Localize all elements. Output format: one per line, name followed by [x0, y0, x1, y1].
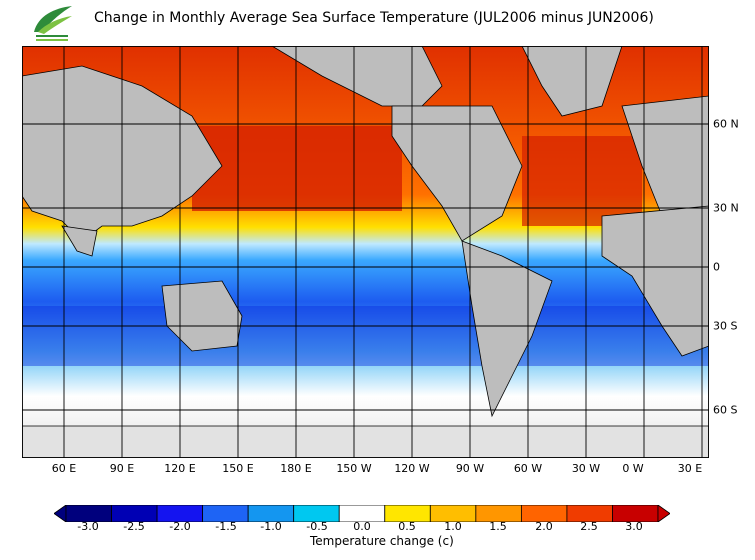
lon-label-120w: 120 W: [394, 462, 430, 475]
colorbar-tick: -2.5: [123, 520, 145, 533]
colorbar-tick: 1.5: [489, 520, 507, 533]
southern-cold-band: [22, 306, 709, 366]
colorbar-tick: 1.0: [444, 520, 462, 533]
colorbar-tick: -1.0: [260, 520, 282, 533]
lon-label-90e: 90 E: [109, 462, 135, 475]
page-title: Change in Monthly Average Sea Surface Te…: [94, 10, 654, 26]
lon-label-60w: 60 W: [513, 462, 543, 475]
colorbar-tick: -2.0: [169, 520, 191, 533]
lon-label-30w: 30 W: [571, 462, 601, 475]
colorbar-tick: -3.0: [77, 520, 99, 533]
graticule: [22, 46, 709, 458]
lon-label-90w: 90 W: [455, 462, 485, 475]
colorbar-tick: 3.0: [625, 520, 643, 533]
lon-label-0w: 0 W: [622, 462, 644, 475]
lat-label-60n: 60 N: [713, 117, 739, 131]
lon-label-180e: 180 E: [280, 462, 312, 475]
lat-label-60s: 60 S: [713, 403, 738, 417]
colorbar-low-arrow: [54, 505, 67, 522]
colorbar: [54, 505, 670, 522]
lat-label-30n: 30 N: [713, 201, 739, 215]
colorbar-tick: 0.0: [353, 520, 371, 533]
lat-label-30s: 30 S: [713, 319, 738, 333]
colorbar-tick: -0.5: [306, 520, 328, 533]
lon-label-120e: 120 E: [164, 462, 196, 475]
lat-label-0: 0: [713, 260, 720, 274]
colorbar-tick: 2.0: [535, 520, 553, 533]
north-atlantic-warm-anomaly: [522, 136, 642, 226]
lon-label-150w: 150 W: [336, 462, 372, 475]
lon-label-30e: 30 E: [677, 462, 703, 475]
colorbar-tick: 2.5: [580, 520, 598, 533]
colorbar-tick: -1.5: [215, 520, 237, 533]
land-masses: [22, 46, 709, 458]
north-pacific-warm-anomaly: [192, 126, 402, 211]
lon-label-150e: 150 E: [222, 462, 254, 475]
sst-change-map: [22, 46, 709, 458]
colorbar-high-arrow: [657, 505, 670, 522]
colorbar-tick: 0.5: [398, 520, 416, 533]
colorbar-title: Temperature change (c): [310, 534, 454, 548]
leaf-logo-icon: [34, 6, 72, 41]
lon-label-60e: 60 E: [51, 462, 77, 475]
